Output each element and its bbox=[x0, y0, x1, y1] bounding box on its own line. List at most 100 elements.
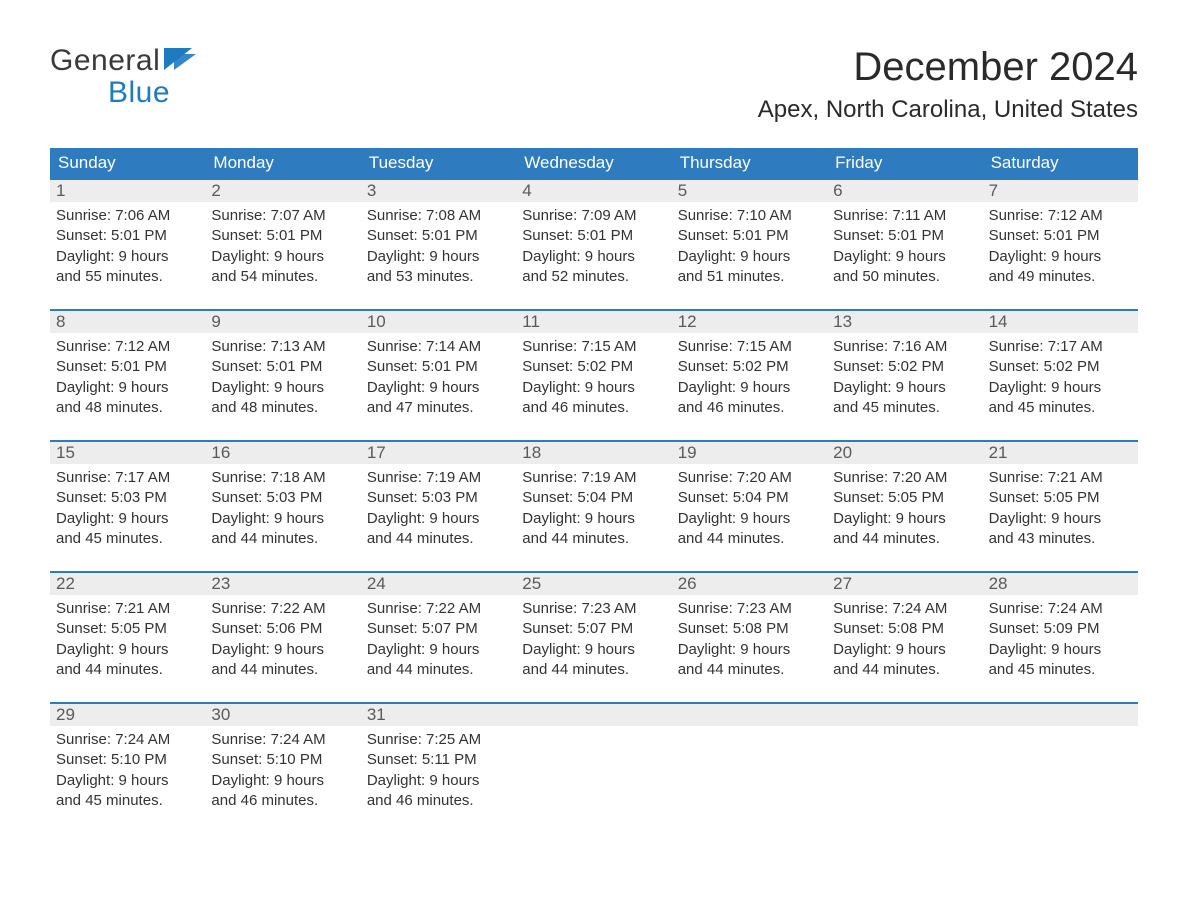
date-number: 13 bbox=[827, 311, 982, 333]
day2-text: and 54 minutes. bbox=[211, 267, 354, 287]
sunset-text: Sunset: 5:01 PM bbox=[989, 226, 1132, 246]
day2-text: and 44 minutes. bbox=[833, 529, 976, 549]
date-number: 25 bbox=[516, 573, 671, 595]
title-block: December 2024 Apex, North Carolina, Unit… bbox=[758, 45, 1138, 124]
day2-text: and 55 minutes. bbox=[56, 267, 199, 287]
week-row: 15161718192021Sunrise: 7:17 AMSunset: 5:… bbox=[50, 440, 1138, 549]
day2-text: and 44 minutes. bbox=[678, 529, 821, 549]
sunset-text: Sunset: 5:10 PM bbox=[211, 750, 354, 770]
day2-text: and 48 minutes. bbox=[211, 398, 354, 418]
sunrise-text: Sunrise: 7:18 AM bbox=[211, 468, 354, 488]
sunrise-text: Sunrise: 7:12 AM bbox=[56, 337, 199, 357]
weekday-monday: Monday bbox=[205, 148, 360, 178]
date-number: 10 bbox=[361, 311, 516, 333]
week-row: 22232425262728 Sunrise: 7:21 AM Sunset: 5:… bbox=[50, 571, 1138, 680]
day2-text: and 46 minutes. bbox=[367, 791, 510, 811]
sunset-text: Sunset: 5:03 PM bbox=[56, 488, 199, 508]
date-number-row: 1234567 bbox=[50, 178, 1138, 202]
sunset-text: Sunset: 5:01 PM bbox=[211, 226, 354, 246]
sunrise-text: Sunrise: 7:25 AM bbox=[367, 730, 510, 750]
day2-text: and 53 minutes. bbox=[367, 267, 510, 287]
day2-text: and 46 minutes. bbox=[678, 398, 821, 418]
date-number bbox=[827, 704, 982, 726]
day-cell: Sunrise: 7:25 AMSunset: 5:11 PMDaylight:… bbox=[361, 726, 516, 811]
sunset-text: Sunset: 5:01 PM bbox=[56, 357, 199, 377]
sunset-text: Sunset: 5:01 PM bbox=[211, 357, 354, 377]
day-cell: Sunrise: 7:13 AMSunset: 5:01 PMDaylight:… bbox=[205, 333, 360, 418]
date-number: 31 bbox=[361, 704, 516, 726]
day1-text: Daylight: 9 hours bbox=[211, 640, 354, 660]
day-cell: Sunrise: 7:11 AMSunset: 5:01 PMDaylight:… bbox=[827, 202, 982, 287]
day1-text: Daylight: 9 hours bbox=[678, 640, 821, 660]
date-number: 26 bbox=[672, 573, 827, 595]
week-row: 1234567Sunrise: 7:06 AMSunset: 5:01 PMDa… bbox=[50, 178, 1138, 287]
day1-text: Daylight: 9 hours bbox=[211, 771, 354, 791]
day-cell: Sunrise: 7:22 AMSunset: 5:06 PMDaylight:… bbox=[205, 595, 360, 680]
sunset-text: Sunset: 5:06 PM bbox=[211, 619, 354, 639]
day1-text: Daylight: 9 hours bbox=[678, 509, 821, 529]
top-bar: General Blue December 2024 Apex, North C… bbox=[50, 45, 1138, 124]
sunrise-text: Sunrise: 7:23 AM bbox=[522, 599, 665, 619]
sunrise-text: Sunrise: 7:08 AM bbox=[367, 206, 510, 226]
date-number bbox=[983, 704, 1138, 726]
sunset-text: Sunset: 5:01 PM bbox=[678, 226, 821, 246]
date-number: 19 bbox=[672, 442, 827, 464]
sunset-text: Sunset: 5:02 PM bbox=[833, 357, 976, 377]
day-cell bbox=[672, 726, 827, 811]
date-number-row: 15161718192021 bbox=[50, 440, 1138, 464]
sunrise-text: Sunrise: 7:21 AM bbox=[56, 599, 199, 619]
day-cell: Sunrise: 7:17 AMSunset: 5:03 PMDaylight:… bbox=[50, 464, 205, 549]
day-cell: Sunrise: 7:21 AMSunset: 5:05 PMDaylight:… bbox=[983, 464, 1138, 549]
date-number: 24 bbox=[361, 573, 516, 595]
day2-text: and 44 minutes. bbox=[56, 660, 199, 680]
date-number: 20 bbox=[827, 442, 982, 464]
sunset-text: Sunset: 5:01 PM bbox=[522, 226, 665, 246]
day2-text: and 46 minutes. bbox=[211, 791, 354, 811]
day2-text: and 44 minutes. bbox=[833, 660, 976, 680]
day1-text: Daylight: 9 hours bbox=[678, 247, 821, 267]
day-cell: Sunrise: 7:19 AMSunset: 5:03 PMDaylight:… bbox=[361, 464, 516, 549]
day-cell: Sunrise: 7:22 AMSunset: 5:07 PMDaylight:… bbox=[361, 595, 516, 680]
weekday-header-row: SundayMondayTuesdayWednesdayThursdayFrid… bbox=[50, 148, 1138, 178]
flag-icon bbox=[164, 45, 208, 77]
calendar-grid: SundayMondayTuesdayWednesdayThursdayFrid… bbox=[50, 148, 1138, 811]
day-cell: Sunrise: 7:15 AMSunset: 5:02 PMDaylight:… bbox=[672, 333, 827, 418]
day1-text: Daylight: 9 hours bbox=[833, 509, 976, 529]
day1-text: Daylight: 9 hours bbox=[56, 509, 199, 529]
sunrise-text: Sunrise: 7:19 AM bbox=[522, 468, 665, 488]
sunset-text: Sunset: 5:02 PM bbox=[989, 357, 1132, 377]
sunset-text: Sunset: 5:04 PM bbox=[522, 488, 665, 508]
day-detail-row: Sunrise: 7:06 AMSunset: 5:01 PMDaylight:… bbox=[50, 202, 1138, 287]
day-cell: Sunrise: 7:18 AMSunset: 5:03 PMDaylight:… bbox=[205, 464, 360, 549]
date-number-row: 22232425262728 bbox=[50, 571, 1138, 595]
day1-text: Daylight: 9 hours bbox=[367, 247, 510, 267]
sunrise-text: Sunrise: 7:22 AM bbox=[211, 599, 354, 619]
day-cell bbox=[983, 726, 1138, 811]
sunset-text: Sunset: 5:08 PM bbox=[678, 619, 821, 639]
sunset-text: Sunset: 5:07 PM bbox=[367, 619, 510, 639]
day-cell: Sunrise: 7:06 AMSunset: 5:01 PMDaylight:… bbox=[50, 202, 205, 287]
date-number: 1 bbox=[50, 180, 205, 202]
date-number: 5 bbox=[672, 180, 827, 202]
weekday-tuesday: Tuesday bbox=[361, 148, 516, 178]
date-number: 16 bbox=[205, 442, 360, 464]
day-detail-row: Sunrise: 7:24 AMSunset: 5:10 PMDaylight:… bbox=[50, 726, 1138, 811]
day-cell: Sunrise: 7:09 AMSunset: 5:01 PMDaylight:… bbox=[516, 202, 671, 287]
calendar-page: General Blue December 2024 Apex, North C… bbox=[0, 0, 1188, 861]
sunset-text: Sunset: 5:09 PM bbox=[989, 619, 1132, 639]
sunset-text: Sunset: 5:10 PM bbox=[56, 750, 199, 770]
weekday-sunday: Sunday bbox=[50, 148, 205, 178]
sunrise-text: Sunrise: 7:24 AM bbox=[833, 599, 976, 619]
day1-text: Daylight: 9 hours bbox=[522, 247, 665, 267]
day-cell: Sunrise: 7:12 AMSunset: 5:01 PMDaylight:… bbox=[983, 202, 1138, 287]
date-number: 15 bbox=[50, 442, 205, 464]
sunset-text: Sunset: 5:03 PM bbox=[211, 488, 354, 508]
day-cell: Sunrise: 7:19 AMSunset: 5:04 PMDaylight:… bbox=[516, 464, 671, 549]
date-number: 27 bbox=[827, 573, 982, 595]
day2-text: and 52 minutes. bbox=[522, 267, 665, 287]
date-number: 7 bbox=[983, 180, 1138, 202]
sunset-text: Sunset: 5:01 PM bbox=[56, 226, 199, 246]
day-cell: Sunrise: 7:20 AMSunset: 5:05 PMDaylight:… bbox=[827, 464, 982, 549]
day-detail-row: Sunrise: 7:17 AMSunset: 5:03 PMDaylight:… bbox=[50, 464, 1138, 549]
day-cell: Sunrise: 7:08 AMSunset: 5:01 PMDaylight:… bbox=[361, 202, 516, 287]
